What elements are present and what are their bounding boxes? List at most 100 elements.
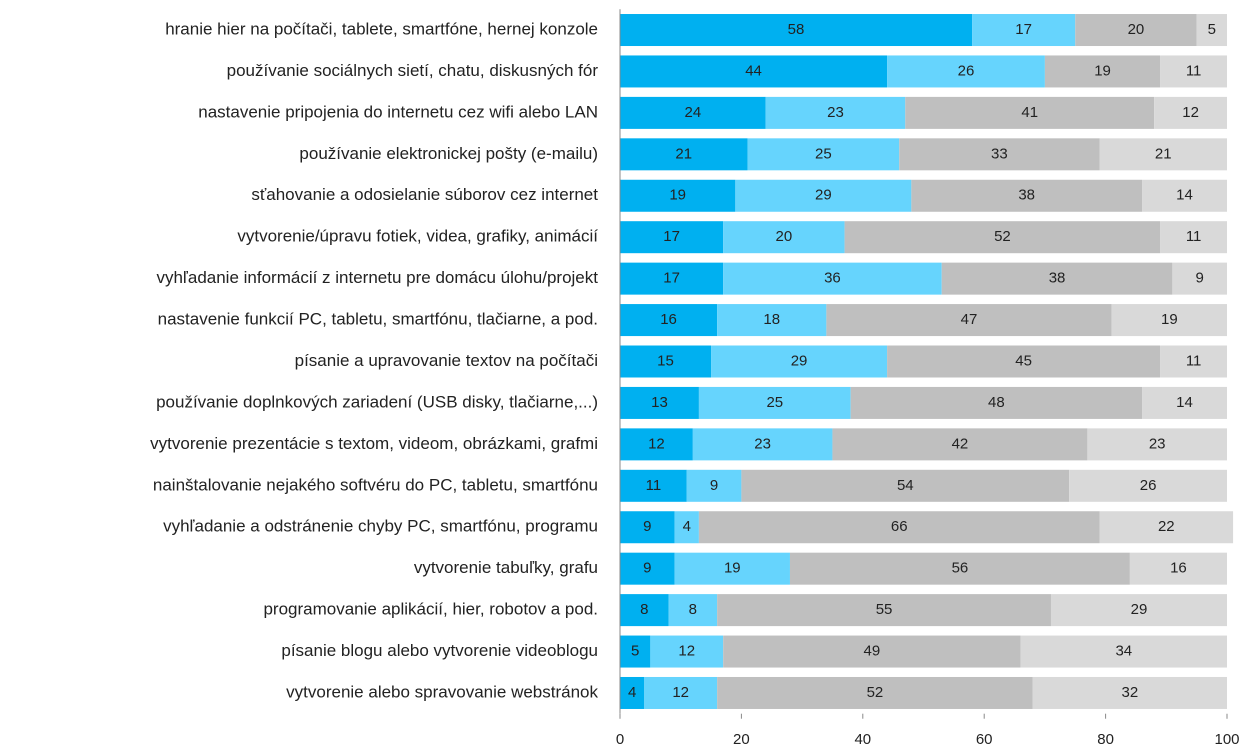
category-label: písanie blogu alebo vytvorenie videoblog… [281, 641, 598, 660]
category-label: sťahovanie a odosielanie súborov cez int… [251, 185, 598, 204]
category-label: vytvorenie prezentácie s textom, videom,… [150, 434, 598, 453]
bar-segment [1099, 138, 1227, 171]
bar-segment [620, 179, 736, 212]
data-label: 12 [648, 435, 665, 452]
data-label: 22 [1158, 518, 1175, 535]
data-label: 33 [991, 145, 1008, 162]
data-label: 12 [1182, 104, 1199, 121]
data-label: 54 [897, 477, 914, 494]
bar-segment [747, 138, 900, 171]
data-label: 11 [1186, 62, 1202, 79]
bar-segment [674, 552, 790, 585]
bar-segment [941, 262, 1173, 295]
bar-segment [1044, 55, 1161, 88]
bar-segment [668, 594, 718, 627]
bar-segment [1069, 469, 1227, 502]
data-label: 56 [952, 560, 969, 577]
bar-segment [620, 304, 718, 337]
data-label: 29 [815, 187, 832, 204]
bar-segment [620, 138, 748, 171]
data-label: 41 [1021, 104, 1038, 121]
bar-segment [717, 676, 1033, 709]
bar-segment [723, 262, 942, 295]
category-label: používanie sociálnych sietí, chatu, disk… [227, 61, 599, 80]
category-label: vytvorenie tabuľky, grafu [414, 558, 598, 577]
category-label: používanie doplnkových zariadení (USB di… [156, 392, 598, 411]
bar-segment [887, 55, 1045, 88]
data-label: 4 [683, 518, 691, 535]
bar-segment [1111, 304, 1227, 337]
category-label: hranie hier na počítači, tablete, smartf… [165, 20, 598, 39]
data-label: 17 [663, 228, 680, 245]
data-label: 42 [952, 435, 969, 452]
bar-segment [1099, 511, 1234, 544]
bar-segment [1196, 14, 1227, 47]
bar-segment [711, 345, 888, 378]
bar-segment [620, 469, 687, 502]
bar-segment [620, 14, 973, 47]
data-label: 36 [824, 270, 841, 287]
data-label: 11 [1186, 352, 1202, 369]
x-tick-label: 40 [854, 731, 871, 748]
bar-segment [1020, 635, 1227, 668]
category-label: vyhľadanie a odstránenie chyby PC, smart… [163, 517, 598, 536]
bar-segment [1075, 14, 1197, 47]
bar-segment [844, 221, 1161, 254]
bar-segment [717, 304, 827, 337]
data-label: 21 [675, 145, 692, 162]
bar-segment [620, 345, 712, 378]
bar-segment [1160, 55, 1227, 88]
bar-segment [899, 138, 1100, 171]
data-label: 8 [640, 601, 648, 618]
data-label: 9 [643, 518, 651, 535]
bar-segment [650, 635, 724, 668]
category-label: nastavenie pripojenia do internetu cez w… [198, 102, 598, 121]
category-label: vytvorenie/úpravu fotiek, videa, grafiky… [237, 227, 598, 246]
data-label: 16 [660, 311, 677, 328]
bar-segment [620, 594, 669, 627]
data-label: 15 [657, 352, 674, 369]
data-label: 26 [1140, 477, 1157, 494]
bar-segment [1154, 96, 1227, 129]
bar-segment [1172, 262, 1227, 295]
bar-segment [1142, 179, 1227, 212]
bar-segment [674, 511, 699, 544]
bar-segment [620, 635, 651, 668]
data-label: 11 [1186, 228, 1202, 245]
x-tick-label: 60 [976, 731, 993, 748]
data-label: 19 [1161, 311, 1178, 328]
data-label: 19 [724, 560, 741, 577]
bar-segment [1129, 552, 1227, 585]
data-label: 19 [669, 187, 686, 204]
bar-segment [911, 179, 1143, 212]
data-label: 9 [643, 560, 651, 577]
data-label: 12 [678, 643, 695, 660]
bar-segment [717, 594, 1051, 627]
bar-segment [1160, 221, 1227, 254]
data-label: 8 [689, 601, 697, 618]
x-tick-label: 100 [1214, 731, 1239, 748]
bar-segment [1087, 428, 1227, 461]
data-label: 32 [1122, 684, 1139, 701]
data-label: 23 [754, 435, 771, 452]
data-label: 55 [876, 601, 893, 618]
bar-segment [620, 221, 724, 254]
x-tick-label: 20 [733, 731, 750, 748]
bar-segment [1142, 386, 1227, 419]
bar-segment [887, 345, 1161, 378]
data-label: 26 [958, 62, 975, 79]
bar-segment [620, 676, 645, 709]
bar-segment [826, 304, 1112, 337]
data-label: 11 [646, 477, 662, 494]
bar-segment [905, 96, 1155, 129]
bar-segment [620, 55, 888, 88]
data-label: 29 [1131, 601, 1148, 618]
data-label: 17 [663, 270, 680, 287]
data-label: 20 [776, 228, 793, 245]
bar-segment [620, 262, 724, 295]
bar-segment [620, 511, 675, 544]
data-label: 52 [867, 684, 884, 701]
data-label: 13 [651, 394, 668, 411]
data-label: 58 [788, 21, 805, 38]
bar-segment [735, 179, 912, 212]
